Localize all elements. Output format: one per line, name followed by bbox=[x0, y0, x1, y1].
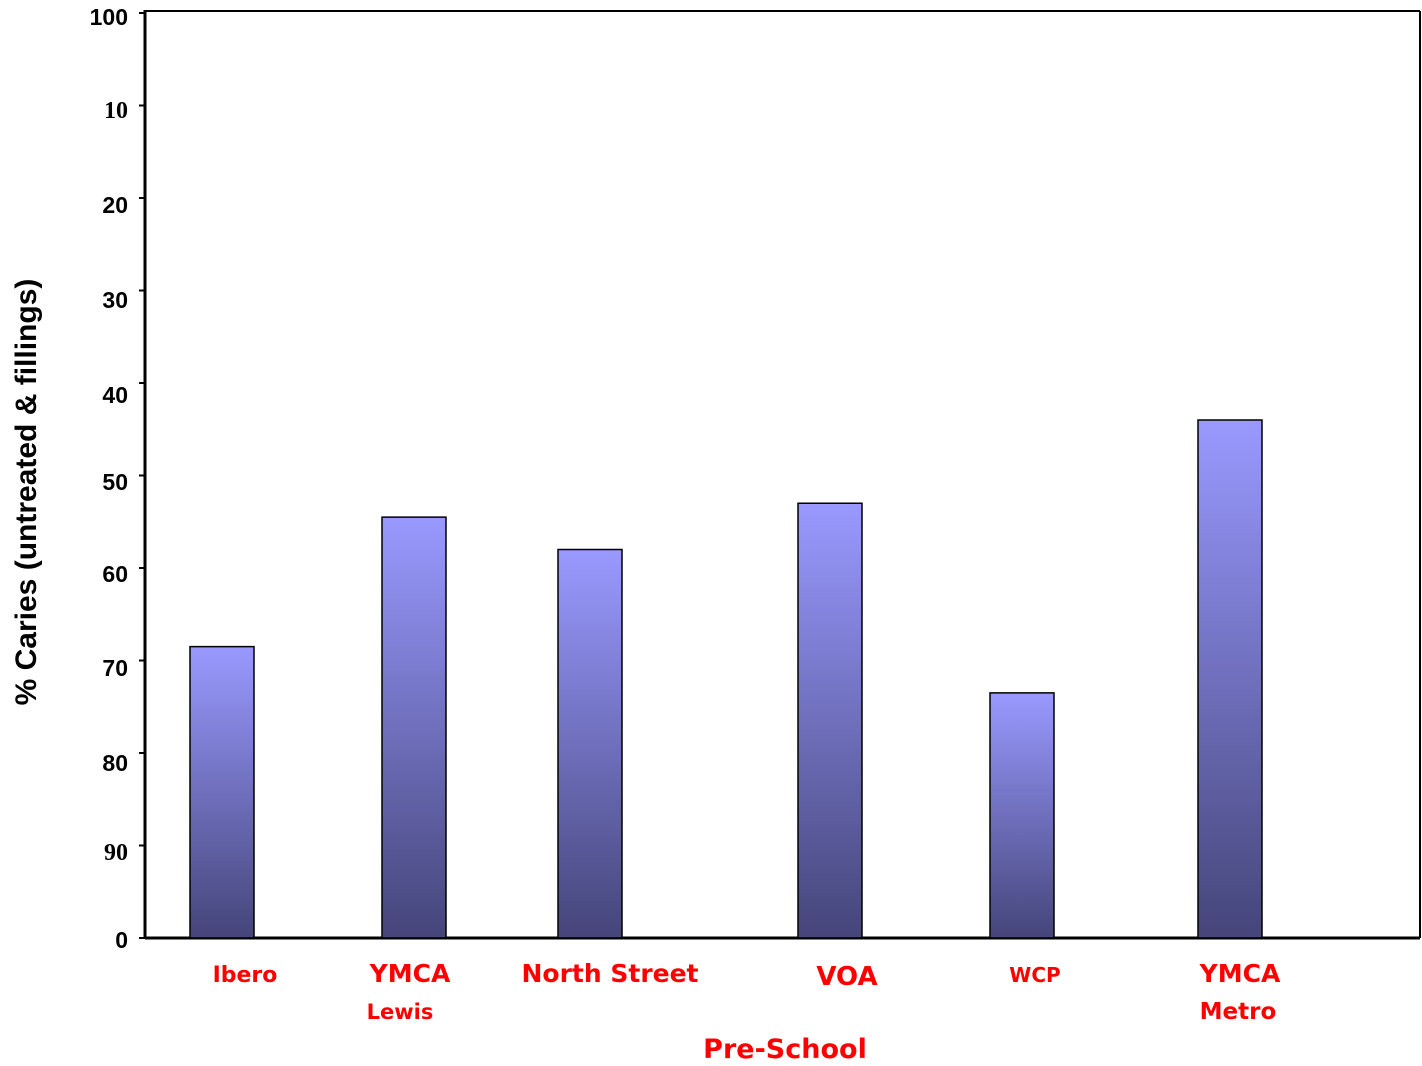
y-tick-label: 30 bbox=[102, 287, 128, 313]
x-tick-label: YMCA bbox=[369, 959, 451, 988]
y-tick-label: 60 bbox=[102, 561, 128, 587]
bar bbox=[381, 516, 447, 939]
bar bbox=[989, 692, 1055, 939]
y-tick-label: 90 bbox=[104, 840, 128, 866]
x-tick-label-line2: Metro bbox=[1200, 999, 1277, 1025]
y-tick-label: 100 bbox=[90, 4, 128, 30]
bar bbox=[797, 502, 863, 939]
y-axis-label: % Caries (untreated & fillings) bbox=[10, 279, 43, 706]
y-ticks: 0 10 20 30 40 50 60 70 80 90 100 bbox=[90, 4, 145, 953]
bar bbox=[1197, 419, 1263, 939]
y-tick-label: 80 bbox=[102, 750, 128, 776]
x-tick-labels: Ibero YMCA Lewis North Street VOA WCP YMCA Metr… bbox=[213, 959, 1281, 1025]
y-tick-label: 10 bbox=[104, 98, 128, 124]
bar bbox=[189, 645, 255, 939]
x-tick-label-line2: Lewis bbox=[367, 1000, 434, 1024]
bars bbox=[189, 419, 1263, 939]
y-tick-label: 50 bbox=[102, 469, 128, 495]
bar bbox=[557, 548, 623, 939]
y-tick-label: 40 bbox=[102, 382, 128, 408]
x-tick-label: North Street bbox=[521, 959, 698, 988]
y-tick-label: 70 bbox=[102, 655, 128, 681]
x-axis-label: Pre-School bbox=[703, 1034, 867, 1065]
x-tick-label: YMCA bbox=[1199, 959, 1281, 988]
x-tick-label: VOA bbox=[816, 962, 877, 992]
x-tick-label: Ibero bbox=[213, 963, 278, 988]
y-tick-label: 0 bbox=[115, 927, 128, 953]
x-tick-label: WCP bbox=[1009, 963, 1060, 987]
y-tick-label: 20 bbox=[102, 192, 128, 218]
